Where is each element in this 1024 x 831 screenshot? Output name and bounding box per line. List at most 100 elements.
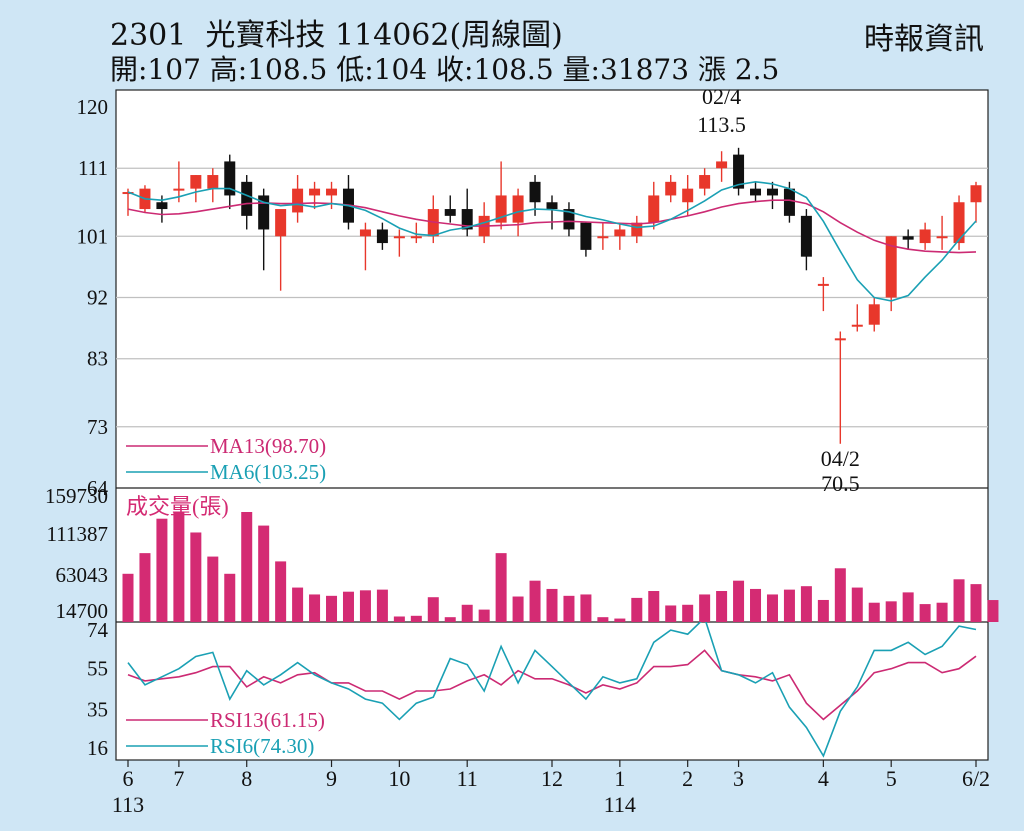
volume-bar <box>427 597 439 622</box>
price-tick-label: 92 <box>87 286 108 310</box>
volume-bar <box>563 595 575 622</box>
x-tick-year: 113 <box>112 792 144 817</box>
volume-bar <box>987 600 999 622</box>
candle-body <box>699 175 711 189</box>
candle-body <box>800 215 812 257</box>
candle-body <box>359 229 371 237</box>
rsi6-line <box>127 616 977 758</box>
x-tick-label: 11 <box>457 766 478 791</box>
volume-bar <box>733 580 745 622</box>
volume-bar <box>868 602 880 622</box>
x-tick-label: 3 <box>733 766 744 791</box>
volume-bar <box>461 604 473 622</box>
volume-tick-label: 111387 <box>47 522 108 546</box>
price-tick-label: 111 <box>78 156 108 180</box>
candle-body <box>902 236 914 240</box>
candle-body <box>258 195 270 230</box>
candle-body <box>834 338 846 341</box>
candle-body <box>885 236 897 298</box>
volume-bar <box>359 590 371 622</box>
candle-body <box>275 209 287 237</box>
candle-body <box>631 222 643 237</box>
candle-body <box>665 181 677 196</box>
candle-body <box>393 236 405 239</box>
price-tick-label: 120 <box>77 95 109 119</box>
volume-bar <box>682 604 694 622</box>
volume-bar <box>902 592 914 622</box>
volume-bar <box>750 588 762 622</box>
candle-body <box>173 188 185 191</box>
candle-body <box>529 181 541 203</box>
volume-bar <box>834 568 846 622</box>
rsi-legend-label: RSI13(61.15) <box>210 708 325 732</box>
x-tick-label: 6/2 <box>962 766 990 791</box>
volume-bar <box>766 594 778 622</box>
candle-body <box>953 202 965 244</box>
x-tick-label: 4 <box>818 766 829 791</box>
candle-body <box>648 195 660 223</box>
candle-body <box>936 236 948 239</box>
ma6-line <box>127 180 977 302</box>
volume-bar <box>241 512 253 622</box>
candle-body <box>241 181 253 216</box>
candle-body <box>224 161 236 196</box>
candle-body <box>851 324 863 327</box>
volume-bar <box>953 579 965 622</box>
volume-bar <box>495 553 507 622</box>
candle-body <box>309 188 321 196</box>
x-tick-label: 10 <box>388 766 410 791</box>
rsi13-line <box>127 649 977 721</box>
rsi-tick-label: 74 <box>87 618 109 642</box>
volume-bar <box>631 597 643 622</box>
volume-bar <box>190 532 202 622</box>
chart-title: 2301 光寶科技 114062(周線圖) <box>110 18 563 53</box>
volume-bar <box>716 591 728 622</box>
candle-body <box>546 202 558 210</box>
volume-bar <box>665 605 677 622</box>
x-tick-label: 7 <box>173 766 184 791</box>
volume-bar <box>326 595 338 622</box>
candle-body <box>512 195 524 223</box>
volume-bar <box>800 586 812 622</box>
candle-body <box>495 195 507 223</box>
volume-bar <box>444 617 456 622</box>
candle-body <box>563 209 575 230</box>
candle-body <box>207 175 219 189</box>
candle-body <box>156 202 168 210</box>
volume-bar <box>970 584 982 622</box>
volume-tick-label: 63043 <box>56 563 109 587</box>
volume-bar <box>410 615 422 622</box>
candle-body <box>326 188 338 196</box>
volume-bar <box>783 589 795 622</box>
volume-bar <box>546 588 558 622</box>
volume-bar <box>478 609 490 622</box>
rsi-tick-label: 35 <box>87 697 108 721</box>
x-tick-label: 5 <box>886 766 897 791</box>
x-tick-label: 9 <box>326 766 337 791</box>
x-tick-label: 8 <box>241 766 252 791</box>
x-tick-label: 2 <box>682 766 693 791</box>
volume-bar <box>851 587 863 622</box>
data-source: 時報資訊 <box>864 22 984 57</box>
volume-bar <box>156 518 168 622</box>
volume-bar <box>376 589 388 622</box>
volume-bar <box>885 601 897 622</box>
volume-bar <box>258 525 270 622</box>
candle-body <box>376 229 388 244</box>
volume-bar <box>614 618 626 622</box>
volume-bar <box>580 594 592 622</box>
candle-body <box>766 188 778 196</box>
price-tick-label: 83 <box>87 347 108 371</box>
volume-bar <box>342 591 354 622</box>
candle-body <box>444 209 456 216</box>
volume-bar <box>224 573 236 622</box>
ohlc-summary: 開:107 高:108.5 低:104 收:108.5 量:31873 漲 2.… <box>110 53 780 86</box>
candle-body <box>783 188 795 216</box>
volume-bar <box>512 596 524 622</box>
candle-body <box>919 229 931 244</box>
volume-tick-label: 159730 <box>45 484 108 508</box>
volume-bar <box>919 604 931 622</box>
candle-body <box>733 154 745 189</box>
price-tick-label: 101 <box>77 224 109 248</box>
high-annotation-date: 02/4 <box>702 84 741 109</box>
